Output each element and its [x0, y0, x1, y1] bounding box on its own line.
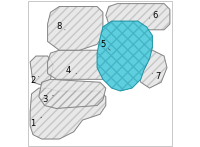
Polygon shape — [106, 4, 170, 30]
Text: 1: 1 — [30, 117, 42, 127]
Text: 6: 6 — [150, 11, 158, 20]
Polygon shape — [48, 6, 103, 50]
Polygon shape — [48, 50, 115, 79]
Text: 3: 3 — [42, 95, 53, 104]
Polygon shape — [30, 88, 106, 139]
Text: 7: 7 — [152, 72, 161, 81]
Text: 4: 4 — [65, 66, 77, 75]
Polygon shape — [138, 50, 167, 88]
Text: 5: 5 — [100, 40, 110, 50]
Text: 2: 2 — [30, 76, 39, 85]
Text: 8: 8 — [57, 22, 65, 31]
Polygon shape — [30, 56, 53, 85]
Polygon shape — [39, 79, 106, 108]
Polygon shape — [97, 21, 152, 91]
